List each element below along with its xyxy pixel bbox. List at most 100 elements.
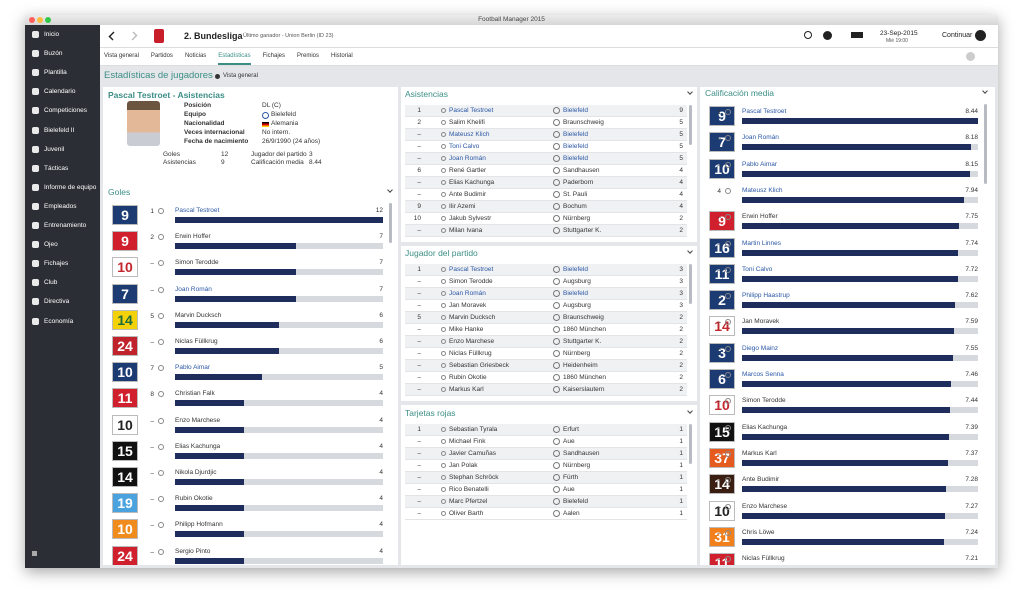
sidebar-item[interactable]: Entrenamiento [44,222,87,229]
player-name[interactable]: Chris Löwe [742,528,775,536]
player-name[interactable]: Ilir Azemi [449,203,476,210]
player-name[interactable]: Salim Khelifi [449,119,485,126]
player-name[interactable]: Erwin Hoffer [742,213,778,221]
sidebar-item[interactable]: Bielefeld II [44,126,75,134]
team-name[interactable]: Fürth [563,474,579,481]
player-name[interactable]: Jan Moravek [449,302,487,309]
player-name[interactable]: Niclas Füllkrug [742,555,785,563]
player-name[interactable]: Toni Calvo [449,143,480,150]
team-name[interactable]: Heidenheim [563,362,598,369]
sidebar-item[interactable]: Plantilla [44,69,67,77]
player-name[interactable]: Enzo Marchese [175,416,221,424]
team-name[interactable]: Aue [563,438,575,445]
team-name[interactable]: Bielefeld [563,131,588,138]
sidebar-item[interactable]: Directiva [44,298,70,306]
player-name[interactable]: Markus Karl [742,449,777,457]
team-name[interactable]: Aalen [563,510,580,517]
tab[interactable]: Premios [296,53,319,59]
player-name[interactable]: Rico Benatelli [449,486,489,493]
sidebar-icon[interactable] [32,107,39,115]
player-name[interactable]: Pascal Testroet [449,107,494,114]
sidebar-icon[interactable] [32,69,39,77]
tab[interactable]: Noticias [184,53,207,59]
sidebar-icon[interactable] [32,50,39,58]
player-name[interactable]: Joan Román [742,134,779,142]
sidebar-item[interactable]: Club [44,279,58,287]
team-name[interactable]: Sandhausen [563,450,600,457]
window-button[interactable] [29,17,35,23]
player-name[interactable]: Pascal Testroet [449,266,494,273]
sidebar-icon[interactable] [32,164,39,172]
sidebar-icon[interactable] [32,241,39,249]
player-name[interactable]: Simon Terodde [742,397,786,405]
player-name[interactable]: Elias Kachunga [742,423,788,431]
tab[interactable]: Historial [331,53,353,59]
player-name[interactable]: Enzo Marchese [449,338,495,345]
tab[interactable]: Estadísticas [218,53,251,65]
player-name[interactable]: Javier Camuñas [449,450,496,457]
player-name[interactable]: Pablo Aimar [175,364,211,372]
continue-button[interactable]: Continuar [942,32,973,39]
player-name[interactable]: Simon Terodde [449,278,493,285]
sidebar-icon[interactable] [32,279,39,287]
player-name[interactable]: Markus Karl [449,386,484,393]
sidebar-item[interactable]: Buzón [44,50,63,58]
team-name[interactable]: Paderborn [563,179,594,186]
sidebar-item[interactable]: Calendario [44,88,76,96]
sidebar-icon[interactable] [32,298,39,306]
team-name[interactable]: Stuttgarter K. [563,338,602,345]
player-name[interactable]: Michael Fink [449,438,486,445]
player-name[interactable]: Philipp Haastrup [742,292,790,300]
player-name[interactable]: Jan Polak [449,462,478,469]
player-name[interactable]: Rubin Okotie [449,374,487,381]
player-name[interactable]: Stephan Schröck [449,474,499,481]
player-name[interactable]: Mateusz Klich [742,186,783,194]
tab[interactable]: Partidos [150,53,173,59]
player-name[interactable]: Sergio Pinto [175,547,211,555]
player-name[interactable]: Ante Budimir [449,191,487,198]
player-name[interactable]: Jan Moravek [742,318,780,326]
sidebar-item[interactable]: Informe de equipo [44,183,97,191]
player-name[interactable]: Diego Mainz [742,344,779,352]
sidebar-item[interactable]: Juvenil [44,145,65,153]
player-name[interactable]: Enzo Marchese [742,502,788,510]
player-name[interactable]: Nikola Djurdjic [175,469,217,476]
team-name[interactable]: Nürnberg [563,350,591,357]
player-name[interactable]: Niclas Füllkrug [175,338,218,345]
team-name[interactable]: Stuttgarter K. [563,227,602,234]
sidebar-item[interactable]: Inicio [44,31,60,38]
player-name[interactable]: Pascal Testroet [175,207,220,214]
continue-icon[interactable] [975,30,986,41]
sidebar-item[interactable]: Ojeo [44,241,58,249]
team-name[interactable]: Bielefeld [563,266,588,273]
player-name[interactable]: Toni Calvo [742,265,773,273]
player-name[interactable]: Joan Román [175,285,212,293]
team-name[interactable]: Sandhausen [563,167,600,174]
tab[interactable]: Fichajes [262,53,285,59]
player-name[interactable]: Oliver Barth [449,510,484,517]
player-name[interactable]: Milan Ivana [449,227,483,234]
team-name[interactable]: Bochum [563,203,587,210]
player-name[interactable]: Mike Hanke [449,326,484,333]
sidebar-icon[interactable] [32,260,39,268]
team-name[interactable]: Bielefeld [563,498,588,505]
player-name[interactable]: Simon Terodde [175,259,219,267]
player-name[interactable]: Niclas Füllkrug [449,350,492,357]
player-name[interactable]: Christian Falk [175,390,215,398]
player-name[interactable]: Joan Román [449,290,486,297]
team-name[interactable]: Augsburg [563,302,591,309]
sidebar-item[interactable]: Tácticas [44,164,69,172]
sidebar-item[interactable]: Empleados [44,202,77,210]
collapse-chevron[interactable] [687,408,693,414]
sidebar-icon[interactable] [32,222,39,229]
player-name[interactable]: Sebastian Tyrala [449,426,498,433]
help-icon[interactable] [966,52,975,61]
sidebar-item[interactable]: Competiciones [44,107,87,115]
team-name[interactable]: 1860 München [563,326,607,333]
player-name[interactable]: Marcos Senna [742,371,784,378]
tab[interactable]: Vista general [104,53,139,59]
player-name[interactable]: Ante Budimir [742,476,780,484]
sidebar-icon[interactable] [32,126,39,134]
sidebar-icon[interactable] [32,31,39,38]
player-name[interactable]: Pascal Testroet [742,108,787,115]
